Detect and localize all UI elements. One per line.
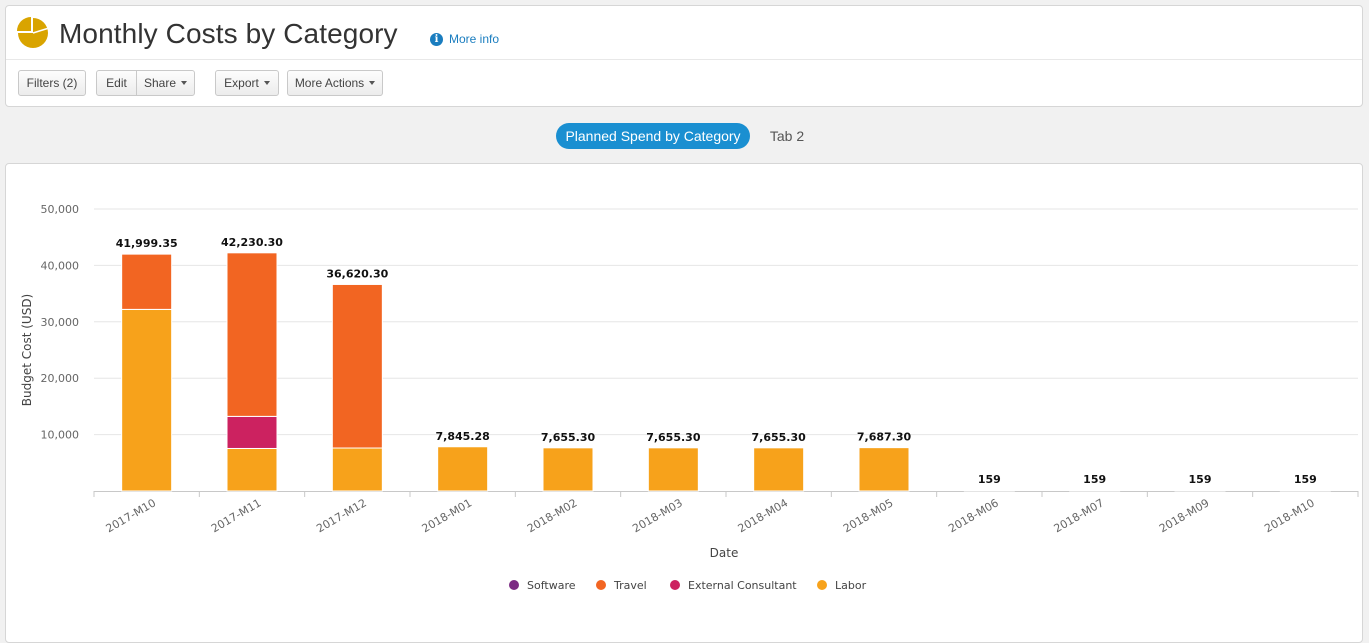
bar-segment-labor: [963, 489, 1015, 492]
chevron-down-icon: [263, 81, 270, 85]
data-label: 159: [1189, 473, 1212, 486]
x-tick-label: 2018-M03: [630, 496, 685, 535]
legend-marker-software: [509, 580, 519, 590]
x-tick-label: 2018-M01: [420, 496, 475, 535]
bar-segment-travel: [331, 283, 383, 449]
filters-button[interactable]: Filters (2): [18, 70, 86, 96]
data-label: 36,620.30: [326, 267, 388, 280]
x-tick-label: 2018-M02: [525, 496, 580, 535]
y-tick-label: 30,000: [41, 316, 80, 329]
more-info-label: More info: [449, 32, 500, 46]
report-header: Monthly Costs by Category i More info Fi…: [5, 5, 1363, 107]
stacked-bar-chart: 10,000 20,000 30,000 40,000 50,000 41,999.35 2…: [20, 203, 1359, 592]
share-label: Share: [143, 76, 177, 90]
x-tick-label: 2018-M04: [736, 496, 791, 535]
data-label: 7,687.30: [857, 431, 912, 444]
chart-panel: 10,000 20,000 30,000 40,000 50,000 41,999.35 2…: [5, 163, 1363, 643]
export-label: Export: [224, 76, 259, 90]
bar-segment-labor: [121, 308, 173, 492]
tab-bar: Planned Spend by Category Tab 2: [0, 123, 1369, 149]
edit-label: Edit: [106, 76, 127, 90]
edit-button[interactable]: Edit: [96, 70, 137, 96]
legend-label-travel: Travel: [613, 579, 647, 592]
y-axis-title: Budget Cost (USD): [20, 294, 34, 406]
legend-label-external-consultant: External Consultant: [688, 579, 797, 592]
pie-chart-icon: [17, 17, 48, 48]
tab-2[interactable]: Tab 2: [769, 128, 805, 144]
data-label: 41,999.35: [116, 237, 178, 250]
data-label: 7,655.30: [541, 431, 596, 444]
header-divider: [6, 59, 1362, 60]
x-tick-label: 2017-M10: [104, 496, 159, 535]
data-label: 159: [1083, 473, 1106, 486]
bar-segment-labor: [437, 446, 489, 492]
bar-segment-travel: [226, 252, 278, 417]
info-icon: i: [430, 32, 443, 46]
legend-marker-external-consultant: [670, 580, 680, 590]
page-title: Monthly Costs by Category: [59, 18, 398, 49]
data-label: 42,230.30: [221, 236, 283, 249]
x-tick-label: 2018-M10: [1262, 496, 1317, 535]
x-tick-label: 2018-M06: [946, 496, 1001, 535]
y-tick-label: 10,000: [41, 429, 80, 442]
x-tick-label: 2018-M05: [841, 496, 896, 535]
data-label: 159: [978, 473, 1001, 486]
data-label: 159: [1294, 473, 1317, 486]
bar-segment-labor: [858, 447, 910, 492]
data-label: 7,845.28: [436, 430, 490, 443]
bar-segment-labor: [542, 447, 594, 492]
more-actions-button[interactable]: More Actions: [287, 70, 383, 96]
legend-label-software: Software: [527, 579, 576, 592]
tab-planned-spend[interactable]: Planned Spend by Category: [556, 123, 750, 149]
export-button[interactable]: Export: [215, 70, 279, 96]
bar-segment-travel: [121, 253, 173, 310]
y-tick-label: 50,000: [41, 203, 80, 216]
bar-segment-labor: [331, 447, 383, 492]
legend-marker-labor: [817, 580, 827, 590]
bar-segment-labor: [226, 447, 278, 492]
share-button[interactable]: Share: [136, 70, 195, 96]
bar-segment-labor: [1069, 489, 1121, 492]
bar-segment-labor: [1279, 489, 1331, 492]
legend-marker-travel: [596, 580, 606, 590]
y-tick-label: 40,000: [41, 259, 80, 272]
x-tick-label: 2017-M11: [209, 496, 264, 535]
x-axis-title: Date: [710, 546, 739, 560]
bar-segment-labor: [1174, 489, 1226, 492]
bar-segment-labor: [647, 447, 699, 492]
chevron-down-icon: [181, 81, 188, 85]
more-info-link[interactable]: i More info: [430, 32, 499, 46]
chevron-down-icon: [369, 81, 376, 85]
x-tick-label: 2018-M09: [1157, 496, 1212, 535]
bar-segment-labor: [753, 447, 805, 492]
data-label: 7,655.30: [646, 431, 701, 444]
filters-label: Filters (2): [26, 76, 78, 90]
data-label: 7,655.30: [752, 431, 807, 444]
y-tick-label: 20,000: [41, 372, 80, 385]
x-tick-label: 2017-M12: [314, 496, 369, 535]
x-tick-label: 2018-M07: [1052, 496, 1107, 535]
more-actions-label: More Actions: [294, 76, 365, 90]
bar-segment-external-consultant: [226, 415, 278, 449]
legend-label-labor: Labor: [835, 579, 867, 592]
title-row: Monthly Costs by Category i More info: [16, 16, 1346, 60]
